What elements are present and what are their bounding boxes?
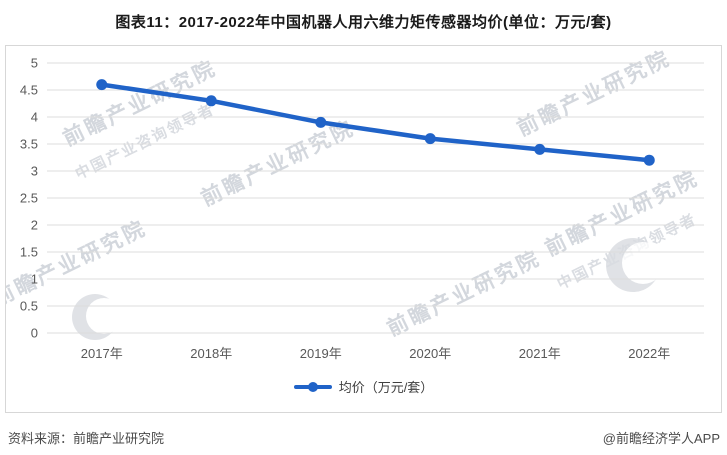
svg-text:0.5: 0.5	[20, 299, 38, 314]
svg-text:3.5: 3.5	[20, 137, 38, 152]
svg-text:2021年: 2021年	[519, 346, 561, 361]
svg-text:1: 1	[31, 272, 38, 287]
svg-text:2.5: 2.5	[20, 191, 38, 206]
chart-legend: 均价（万元/套）	[6, 377, 721, 396]
svg-text:4: 4	[31, 110, 38, 125]
source-note: 资料来源：前瞻产业研究院	[8, 431, 165, 446]
svg-text:1.5: 1.5	[20, 245, 38, 260]
svg-text:2018年: 2018年	[190, 346, 232, 361]
svg-text:5: 5	[31, 56, 38, 71]
legend-label: 均价（万元/套）	[338, 380, 434, 395]
svg-text:2: 2	[31, 218, 38, 233]
svg-text:4.5: 4.5	[20, 83, 38, 98]
credit-note: @前瞻经济学人APP	[602, 431, 720, 446]
legend-dot	[307, 381, 318, 392]
svg-text:0: 0	[31, 326, 38, 341]
chart-area: 前瞻产业研究院 前瞻产业研究院 前瞻产业研究院 前瞻产业研究院 前瞻产业研究院 …	[5, 45, 722, 413]
legend-line-marker-icon	[293, 381, 332, 393]
svg-text:2020年: 2020年	[409, 346, 451, 361]
svg-text:3: 3	[31, 164, 38, 179]
svg-text:2019年: 2019年	[300, 346, 342, 361]
chart-svg: 0 0.5 1 1.5 2 2.5 3 3.5 4 4.5 5 2017年 2018年 2019年 2020…	[20, 56, 704, 361]
svg-text:2017年: 2017年	[81, 346, 123, 361]
svg-text:2022年: 2022年	[628, 346, 670, 361]
chart-title: 图表11：2017-2022年中国机器人用六维力矩传感器均价(单位：万元/套)	[115, 14, 612, 31]
